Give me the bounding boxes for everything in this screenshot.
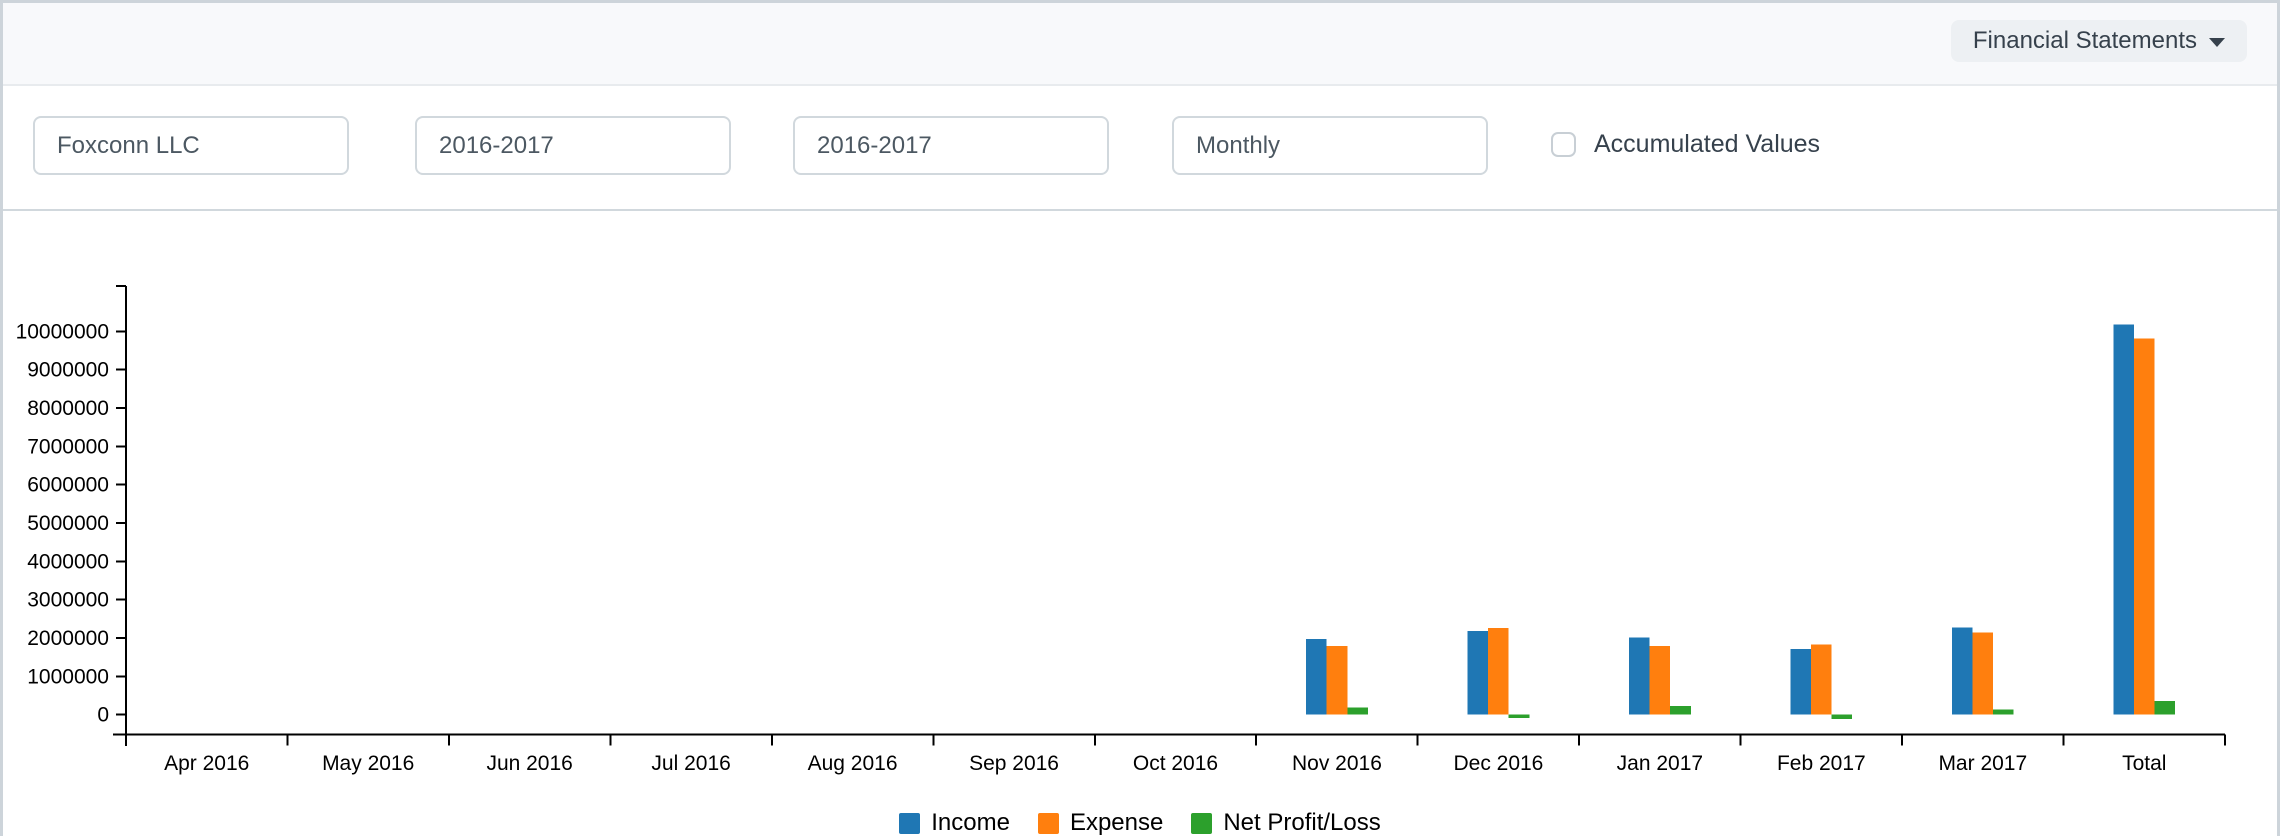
y-tick-label: 9000000 xyxy=(27,359,109,382)
y-tick-label: 6000000 xyxy=(27,474,109,497)
legend-item-income: Income xyxy=(899,809,1010,836)
y-tick-label: 10000000 xyxy=(16,320,109,343)
y-tick-label: 2000000 xyxy=(27,627,109,650)
y-tick-label: 8000000 xyxy=(27,397,109,420)
y-tick-label: 3000000 xyxy=(27,589,109,612)
bar-income-feb-2017 xyxy=(1790,648,1812,715)
x-tick-label: Sep 2016 xyxy=(969,752,1059,775)
bar-expense-mar-2017 xyxy=(1972,632,1994,715)
bar-income-mar-2017 xyxy=(1951,627,1973,715)
legend-item-expense: Expense xyxy=(1037,809,1164,836)
accumulated-values-label: Accumulated Values xyxy=(1594,130,1821,158)
x-tick-label: Total xyxy=(2122,752,2166,775)
x-tick-label: Aug 2016 xyxy=(808,752,898,775)
legend-label: Income xyxy=(931,809,1010,836)
accumulated-values-checkbox[interactable] xyxy=(1551,132,1576,157)
bar-chart-canvas: 0 1000000 2000000 3000000 4000000 5000000 6000… xyxy=(16,285,2226,775)
bar-net-profit-loss-jan-2017 xyxy=(1670,705,1691,715)
chart-legend: Income Expense Net Profit/Loss xyxy=(3,809,2277,836)
financial-chart: 0 1000000 2000000 3000000 4000000 5000000 6000… xyxy=(3,214,2277,836)
x-tick-label: Apr 2016 xyxy=(164,752,249,775)
company-input[interactable] xyxy=(33,116,349,175)
expense-swatch-icon xyxy=(1037,812,1059,834)
bar-income-total xyxy=(2113,324,2134,715)
legend-label: Expense xyxy=(1069,809,1164,836)
financial-statements-menu-label: Financial Statements xyxy=(1972,27,2197,54)
x-tick-label: Jun 2016 xyxy=(486,752,572,775)
x-tick-label: Jan 2017 xyxy=(1617,752,1703,775)
y-tick-label: 7000000 xyxy=(27,435,109,458)
x-tick-label: Nov 2016 xyxy=(1292,752,1382,775)
top-toolbar: Financial Statements xyxy=(3,3,2277,86)
y-tick-label: 0 xyxy=(97,704,109,727)
accumulated-values-control: Accumulated Values xyxy=(1551,130,1820,159)
income-swatch-icon xyxy=(899,812,921,834)
bar-expense-total xyxy=(2133,338,2155,715)
bar-income-nov-2016 xyxy=(1306,638,1327,715)
periodicity-input[interactable] xyxy=(1172,116,1488,175)
bar-income-jan-2017 xyxy=(1628,637,1650,715)
net-profit-loss-swatch-icon xyxy=(1191,812,1213,834)
x-tick-label: Dec 2016 xyxy=(1453,752,1543,775)
financial-statements-menu-button[interactable]: Financial Statements xyxy=(1950,20,2247,62)
legend-item-net-profit-loss: Net Profit/Loss xyxy=(1191,809,1381,836)
bar-income-dec-2016 xyxy=(1467,631,1489,715)
to-fiscal-year-input[interactable] xyxy=(793,116,1109,175)
y-tick-label: 1000000 xyxy=(27,665,109,688)
bar-net-profit-loss-total xyxy=(2154,700,2176,715)
caret-down-icon xyxy=(2209,38,2225,47)
x-tick-label: Feb 2017 xyxy=(1777,752,1866,775)
y-tick-label: 5000000 xyxy=(27,512,109,535)
bar-expense-dec-2016 xyxy=(1488,628,1509,715)
x-tick-label: Oct 2016 xyxy=(1133,752,1218,775)
legend-label: Net Profit/Loss xyxy=(1223,809,1381,836)
bar-net-profit-loss-mar-2017 xyxy=(1993,709,2014,715)
bar-expense-nov-2016 xyxy=(1326,646,1348,715)
from-fiscal-year-input[interactable] xyxy=(415,116,731,175)
x-tick-label: May 2016 xyxy=(322,752,414,775)
filter-bar: Accumulated Values xyxy=(3,86,2277,211)
bar-net-profit-loss-dec-2016 xyxy=(1508,714,1530,718)
bar-expense-jan-2017 xyxy=(1649,646,1671,715)
bar-net-profit-loss-feb-2017 xyxy=(1831,714,1853,719)
bar-expense-feb-2017 xyxy=(1811,644,1832,715)
x-tick-label: Mar 2017 xyxy=(1938,752,2027,775)
bar-net-profit-loss-nov-2016 xyxy=(1347,707,1368,715)
x-tick-label: Jul 2016 xyxy=(651,752,730,775)
y-tick-label: 4000000 xyxy=(27,550,109,573)
